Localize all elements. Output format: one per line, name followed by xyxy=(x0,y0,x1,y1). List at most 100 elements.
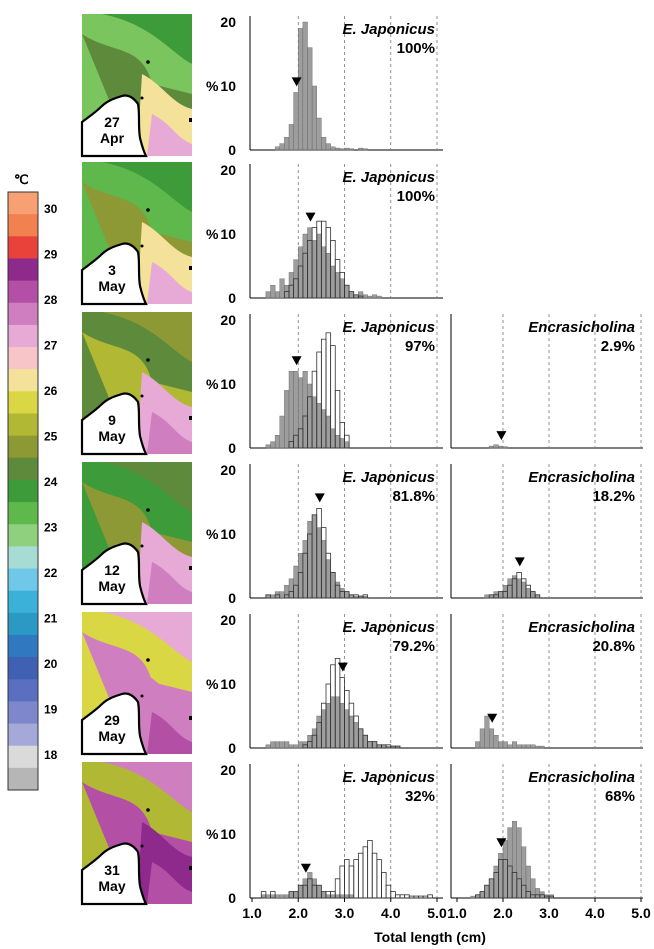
histogram-bar-filled xyxy=(339,703,345,749)
station-dot xyxy=(140,244,144,248)
histogram-bar-filled xyxy=(270,441,276,449)
histogram-bar-filled xyxy=(265,594,271,599)
histogram-bar-open xyxy=(362,594,369,599)
histogram-bar-filled xyxy=(525,744,531,749)
histogram-bar-filled xyxy=(344,591,350,599)
sea-area xyxy=(102,462,192,512)
histogram-bar-filled xyxy=(362,294,368,299)
species-label: Encrasicholina xyxy=(528,769,635,786)
histogram-bar-open xyxy=(265,594,271,599)
map-month-label: May xyxy=(98,428,125,444)
land-area xyxy=(80,94,148,158)
species-percent: 32% xyxy=(405,788,435,805)
species-label: Encrasicholina xyxy=(528,319,635,336)
histogram-bar-filled xyxy=(339,438,345,449)
map-day-label: 31 xyxy=(104,862,120,878)
histogram-bar-filled xyxy=(311,878,317,899)
histogram-bar-filled xyxy=(284,585,290,599)
y-axis-label: % xyxy=(206,376,219,392)
sst-colorbar: ℃ 30 29 28 27 26 25 24 23 22 21 20 19 18 xyxy=(7,172,58,791)
station-dot xyxy=(189,118,192,122)
colorbar-swatch xyxy=(8,258,38,282)
colorbar-tick: 26 xyxy=(44,384,58,398)
histogram-bar-filled xyxy=(321,246,327,299)
histogram-panel: E. Japonicus 100% xyxy=(249,164,443,299)
sea-area xyxy=(147,114,192,156)
sea-area xyxy=(102,312,192,362)
y-tick-label: 10 xyxy=(220,676,236,692)
histogram-bar-filled xyxy=(507,827,513,899)
histogram-bar-filled xyxy=(502,840,508,899)
histogram-bar-filled xyxy=(489,728,495,749)
histogram-bar-filled xyxy=(521,744,527,749)
histogram-bar-filled xyxy=(339,588,345,599)
histogram-bar-open xyxy=(427,894,433,899)
histogram-bar-filled xyxy=(274,291,280,299)
histogram-bar-filled xyxy=(321,709,327,749)
histogram-bar-filled xyxy=(344,147,350,151)
y-tick-label: 10 xyxy=(220,376,236,392)
histogram-bar-open xyxy=(339,865,345,899)
histogram-bar-filled xyxy=(530,744,536,749)
colorbar-frame xyxy=(7,191,39,791)
histogram-bar-filled xyxy=(293,92,299,151)
station-dot xyxy=(189,566,192,570)
station-dot xyxy=(146,358,150,362)
histogram-bar-filled xyxy=(321,136,327,151)
histogram-bar-filled xyxy=(279,591,285,599)
histogram-bar-filled xyxy=(274,435,280,449)
y-tick-label: 10 xyxy=(220,78,236,94)
histogram-bar-open xyxy=(367,840,373,899)
histogram-bar-filled xyxy=(475,741,481,749)
histogram-bar-filled xyxy=(270,285,276,299)
histogram-bar-filled xyxy=(288,891,294,899)
histogram-bar-filled xyxy=(298,553,304,599)
y-tick-label: 20 xyxy=(220,612,236,628)
histogram-bar-open xyxy=(274,594,281,599)
colorbar-swatch xyxy=(8,280,38,304)
y-tick-label: 0 xyxy=(228,440,236,456)
histogram-bar-filled xyxy=(335,272,341,299)
histogram-bar-filled xyxy=(376,744,382,749)
histogram-bar-open xyxy=(357,852,364,899)
station-dot xyxy=(189,866,192,870)
y-axis-label: % xyxy=(206,676,219,692)
histogram-bar-filled xyxy=(298,741,304,749)
histogram-bar-filled xyxy=(298,377,304,449)
species-label: E. Japonicus xyxy=(342,619,435,636)
histogram-bar-filled xyxy=(325,252,331,299)
histogram-bar-filled xyxy=(302,21,308,151)
colorbar-tick: 30 xyxy=(44,202,58,216)
histogram-bar-filled xyxy=(284,741,290,749)
histogram-bar-filled xyxy=(358,728,364,749)
histogram-bar-filled xyxy=(288,371,294,449)
histogram-bar-open xyxy=(353,859,359,899)
histogram-bar-filled xyxy=(298,885,304,899)
histogram-bar-open xyxy=(408,895,415,899)
station-dot xyxy=(189,266,192,270)
histogram-bar-filled xyxy=(284,390,290,449)
histogram-bar-open xyxy=(418,895,424,899)
histogram-panel: Encrasicholina 2.9% xyxy=(450,314,643,449)
histogram-panel: E. Japonicus 32% xyxy=(249,764,443,899)
histogram-bar-filled xyxy=(279,741,285,749)
histogram-bar-filled xyxy=(521,581,527,599)
histogram-bar-filled xyxy=(307,383,313,449)
histogram-bar-open xyxy=(548,895,554,899)
histogram-bar-filled xyxy=(311,728,317,749)
histogram-bar-filled xyxy=(270,594,276,599)
histogram-bar-filled xyxy=(325,143,331,151)
histogram-bar-filled xyxy=(288,744,294,749)
histogram-bar-filled xyxy=(344,285,350,299)
land-area xyxy=(80,842,148,906)
histogram-bar-filled xyxy=(484,594,490,599)
histogram-bar-filled xyxy=(362,735,368,749)
histogram-bar-open xyxy=(348,865,355,899)
histogram-bar-filled xyxy=(335,147,341,151)
histogram-panel: Encrasicholina 18.2% xyxy=(450,464,643,599)
sea-area xyxy=(102,612,192,662)
histogram-bar-filled xyxy=(302,540,308,599)
histogram-bar-filled xyxy=(372,741,378,749)
colorbar-swatch xyxy=(8,767,38,791)
histogram-bar-filled xyxy=(502,741,508,749)
